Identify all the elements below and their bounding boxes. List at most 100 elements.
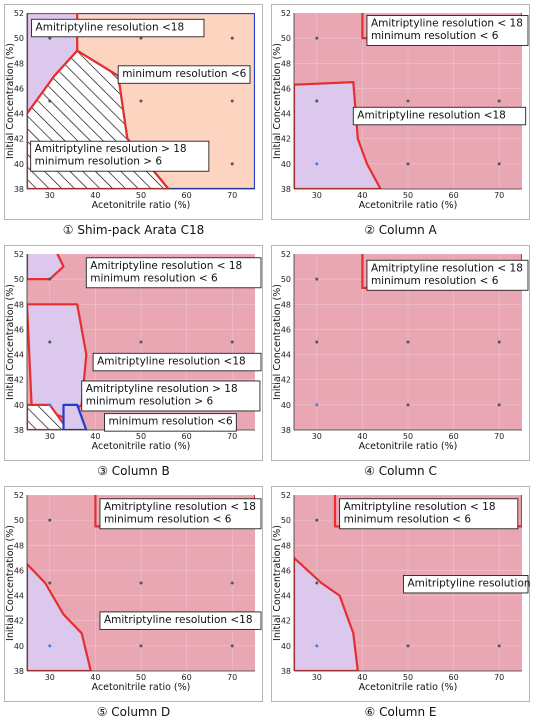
chart-panel: 38 40 42 44 46 48 50 52 30 40 50 60 70 Acetonitrile r…: [0, 241, 267, 482]
x-tick-label: 30: [45, 191, 55, 200]
design-point: [230, 644, 234, 648]
design-point: [48, 644, 52, 648]
annotation-text: Amitriptyline resolution < 18: [90, 260, 242, 272]
y-tick-label: 48: [281, 300, 291, 309]
design-point: [406, 99, 410, 103]
panel-frame: [4, 245, 263, 461]
design-point: [315, 162, 319, 166]
design-point: [406, 403, 410, 407]
y-tick-label: 42: [14, 376, 24, 385]
y-tick-label: 46: [14, 566, 24, 575]
design-point: [315, 581, 319, 585]
annotation-box: [92, 352, 262, 372]
chart-panel: 38 40 42 44 46 48 50 52 30 40 50 60 70 Acetonitrile r…: [0, 482, 267, 723]
annotation-box: [117, 65, 251, 84]
region: [27, 254, 65, 281]
design-point: [315, 340, 319, 344]
design-point: [230, 36, 234, 40]
chart-svg: 38 40 42 44 46 48 50 52 30 40 50 60 70 Acetonitrile r…: [4, 4, 263, 220]
y-tick-label: 42: [281, 376, 291, 385]
x-tick-label: 70: [227, 673, 237, 682]
x-tick-label: 50: [136, 191, 146, 200]
x-tick-label: 50: [403, 673, 413, 682]
x-tick-label: 30: [45, 673, 55, 682]
chart-panel: 38 40 42 44 46 48 50 52 30 40 50 60 70 Acetonitrile r…: [267, 241, 534, 482]
design-point: [48, 518, 52, 522]
annotation-text: minimum resolution > 6: [86, 395, 214, 407]
panel-caption: ⑥ Column E: [364, 705, 437, 719]
design-point: [497, 644, 501, 648]
y-tick-label: 46: [281, 325, 291, 334]
panel-frame: [271, 245, 530, 461]
y-tick-label: 38: [14, 667, 24, 676]
x-tick-label: 70: [494, 191, 504, 200]
chart-svg: 38 40 42 44 46 48 50 52 30 40 50 60 70 Acetonitrile r…: [4, 486, 263, 702]
y-axis-label: Initial Concentration (%): [5, 43, 16, 159]
annotation-box: [104, 413, 237, 432]
design-point: [48, 99, 52, 103]
y-tick-label: 48: [281, 59, 291, 68]
panel-frame: [4, 486, 263, 702]
y-tick-label: 40: [281, 401, 291, 410]
y-axis-label: Initial Concentration (%): [272, 284, 283, 400]
x-axis-label: Acetonitrile ratio (%): [359, 441, 458, 452]
design-point: [230, 581, 234, 585]
y-tick-label: 38: [281, 667, 291, 676]
y-tick-label: 52: [281, 9, 291, 18]
annotation-text: Amitriptyline resolution < 18: [371, 262, 523, 274]
x-tick-label: 40: [90, 432, 100, 441]
annotation-text: Amitriptyline resolution <18: [407, 577, 534, 589]
annotation-text: minimum resolution <6: [122, 68, 246, 80]
y-axis-label: Initial Concentration (%): [272, 43, 283, 159]
panel-frame: [271, 4, 530, 220]
y-tick-label: 38: [281, 185, 291, 194]
y-tick-label: 40: [281, 160, 291, 169]
y-tick-label: 48: [14, 541, 24, 550]
y-tick-label: 50: [281, 275, 291, 284]
region: [62, 403, 88, 430]
region: [27, 562, 92, 671]
design-point: [139, 99, 143, 103]
x-tick-label: 70: [227, 432, 237, 441]
annotation-text: minimum resolution <6: [109, 416, 233, 428]
chart-svg: 38 40 42 44 46 48 50 52 30 40 50 60 70 Acetonitrile r…: [271, 4, 530, 220]
annotation-box: [81, 380, 261, 412]
y-tick-label: 48: [14, 300, 24, 309]
x-axis-label: Acetonitrile ratio (%): [359, 200, 458, 211]
design-point: [139, 36, 143, 40]
design-point: [406, 644, 410, 648]
y-tick-label: 44: [14, 351, 24, 360]
design-point: [48, 36, 52, 40]
x-tick-label: 50: [136, 673, 146, 682]
design-point: [315, 277, 319, 281]
design-point: [139, 644, 143, 648]
x-axis-label: Acetonitrile ratio (%): [92, 200, 191, 211]
y-axis-label: Initial Concentration (%): [5, 525, 16, 641]
y-tick-label: 50: [281, 516, 291, 525]
y-tick-label: 52: [281, 491, 291, 500]
y-tick-label: 48: [281, 541, 291, 550]
annotation-box: [30, 140, 210, 172]
x-axis-label: Acetonitrile ratio (%): [92, 682, 191, 693]
y-tick-label: 52: [14, 9, 24, 18]
y-tick-label: 46: [14, 325, 24, 334]
design-point: [315, 99, 319, 103]
panel-caption: ⑤ Column D: [96, 705, 171, 719]
y-axis-label: Initial Concentration (%): [272, 525, 283, 641]
x-tick-label: 50: [403, 432, 413, 441]
y-tick-label: 40: [14, 160, 24, 169]
y-tick-label: 44: [14, 592, 24, 601]
design-point: [406, 340, 410, 344]
panel-caption: ③ Column B: [97, 464, 170, 478]
chart-svg: 38 40 42 44 46 48 50 52 30 40 50 60 70 Acetonitrile r…: [271, 245, 530, 461]
y-tick-label: 44: [14, 110, 24, 119]
y-tick-label: 52: [281, 250, 291, 259]
panel-caption: ① Shim-pack Arata C18: [62, 223, 205, 237]
chart-svg: 38 40 42 44 46 48 50 52 30 40 50 60 70 Acetonitrile r…: [4, 245, 263, 461]
annotation-text: minimum resolution < 6: [344, 513, 472, 525]
design-point: [406, 162, 410, 166]
y-tick-label: 48: [14, 59, 24, 68]
y-tick-label: 46: [281, 566, 291, 575]
panel-caption: ④ Column C: [364, 464, 437, 478]
y-tick-label: 52: [14, 250, 24, 259]
